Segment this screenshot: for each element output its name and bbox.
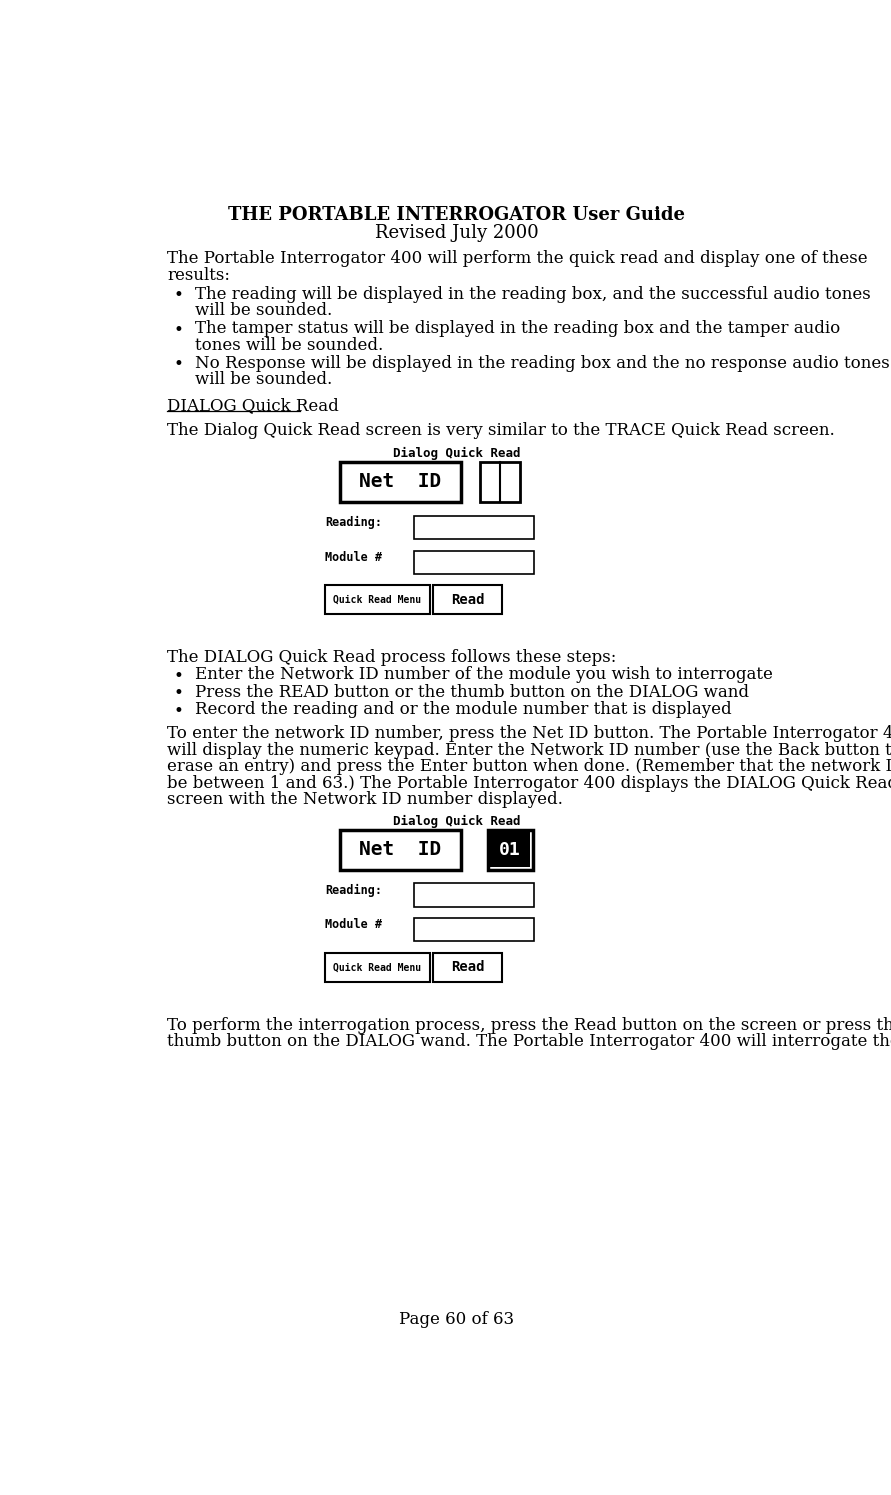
Text: 01: 01	[499, 840, 521, 858]
Text: Net  ID: Net ID	[359, 840, 442, 860]
Bar	[414, 884, 534, 906]
Text: Dialog Quick Read: Dialog Quick Read	[393, 815, 520, 828]
Bar	[340, 462, 461, 502]
Text: Record the reading and or the module number that is displayed: Record the reading and or the module num…	[195, 701, 732, 718]
Text: erase an entry) and press the Enter button when done. (Remember that the network: erase an entry) and press the Enter butt…	[168, 758, 891, 776]
Text: Module #: Module #	[325, 550, 382, 564]
Text: The Portable Interrogator 400 will perform the quick read and display one of the: The Portable Interrogator 400 will perfo…	[168, 250, 868, 268]
Text: be between 1 and 63.) The Portable Interrogator 400 displays the DIALOG Quick Re: be between 1 and 63.) The Portable Inter…	[168, 774, 891, 792]
Text: Revised July 2000: Revised July 2000	[375, 224, 538, 242]
Text: To enter the network ID number, press the Net ID button. The Portable Interrogat: To enter the network ID number, press th…	[168, 725, 891, 742]
Text: will be sounded.: will be sounded.	[195, 371, 332, 389]
Text: will display the numeric keypad. Enter the Network ID number (use the Back butto: will display the numeric keypad. Enter t…	[168, 742, 891, 759]
Text: screen with the Network ID number displayed.: screen with the Network ID number displa…	[168, 791, 563, 809]
Text: Quick Read Menu: Quick Read Menu	[333, 595, 421, 605]
Bar	[414, 918, 534, 942]
Bar	[414, 516, 534, 540]
Text: The tamper status will be displayed in the reading box and the tamper audio: The tamper status will be displayed in t…	[195, 320, 840, 338]
Text: •: •	[174, 321, 184, 339]
Text: •: •	[174, 703, 184, 719]
Text: Module #: Module #	[325, 918, 382, 931]
Text: tones will be sounded.: tones will be sounded.	[195, 336, 383, 354]
Text: The reading will be displayed in the reading box, and the successful audio tones: The reading will be displayed in the rea…	[195, 286, 871, 303]
Text: Read: Read	[451, 960, 484, 975]
Bar	[490, 831, 530, 867]
Text: THE PORTABLE INTERROGATOR User Guide: THE PORTABLE INTERROGATOR User Guide	[228, 206, 685, 224]
Text: results:: results:	[168, 266, 230, 284]
Text: •: •	[174, 685, 184, 703]
Text: Net  ID: Net ID	[359, 472, 442, 492]
Text: The DIALOG Quick Read process follows these steps:: The DIALOG Quick Read process follows th…	[168, 649, 617, 667]
Text: The Dialog Quick Read screen is very similar to the TRACE Quick Read screen.: The Dialog Quick Read screen is very sim…	[168, 422, 835, 440]
Text: Quick Read Menu: Quick Read Menu	[333, 963, 421, 972]
Text: •: •	[174, 668, 184, 685]
Bar	[433, 952, 502, 982]
Bar	[325, 952, 429, 982]
Bar	[414, 550, 534, 574]
Text: Press the READ button or the thumb button on the DIALOG wand: Press the READ button or the thumb butto…	[195, 683, 749, 701]
Text: Dialog Quick Read: Dialog Quick Read	[393, 447, 520, 460]
Text: DIALOG Quick Read: DIALOG Quick Read	[168, 398, 339, 414]
Bar	[433, 585, 502, 614]
Text: To perform the interrogation process, press the Read button on the screen or pre: To perform the interrogation process, pr…	[168, 1017, 891, 1033]
Bar	[487, 830, 533, 870]
Bar	[340, 830, 461, 870]
Bar	[480, 462, 520, 502]
Text: No Response will be displayed in the reading box and the no response audio tones: No Response will be displayed in the rea…	[195, 354, 890, 372]
Text: Reading:: Reading:	[325, 516, 382, 529]
Text: Enter the Network ID number of the module you wish to interrogate: Enter the Network ID number of the modul…	[195, 667, 773, 683]
Text: •: •	[174, 287, 184, 305]
Text: thumb button on the DIALOG wand. The Portable Interrogator 400 will interrogate : thumb button on the DIALOG wand. The Por…	[168, 1033, 891, 1049]
Text: •: •	[174, 356, 184, 374]
Text: Page 60 of 63: Page 60 of 63	[399, 1311, 514, 1328]
Bar	[325, 585, 429, 614]
Text: Read: Read	[451, 594, 484, 607]
Text: will be sounded.: will be sounded.	[195, 302, 332, 320]
Text: Reading:: Reading:	[325, 884, 382, 897]
